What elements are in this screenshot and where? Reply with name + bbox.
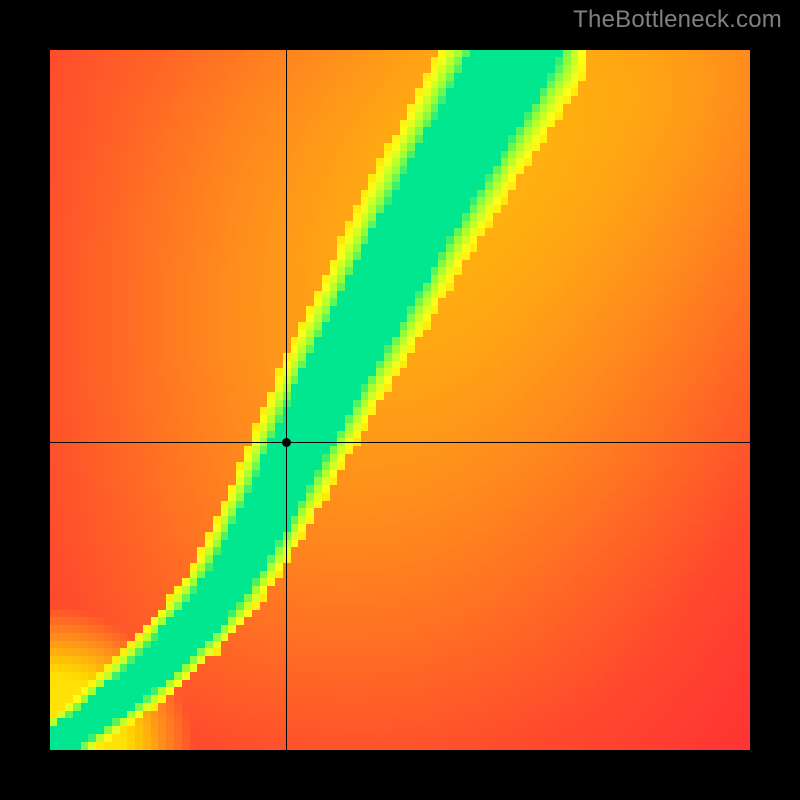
intersection-marker (282, 438, 291, 447)
plot-area (50, 50, 750, 750)
chart-frame: TheBottleneck.com (0, 0, 800, 800)
heatmap-canvas (50, 50, 750, 750)
crosshair-vertical (286, 50, 287, 750)
attribution-text: TheBottleneck.com (573, 6, 782, 34)
crosshair-horizontal (50, 442, 750, 443)
